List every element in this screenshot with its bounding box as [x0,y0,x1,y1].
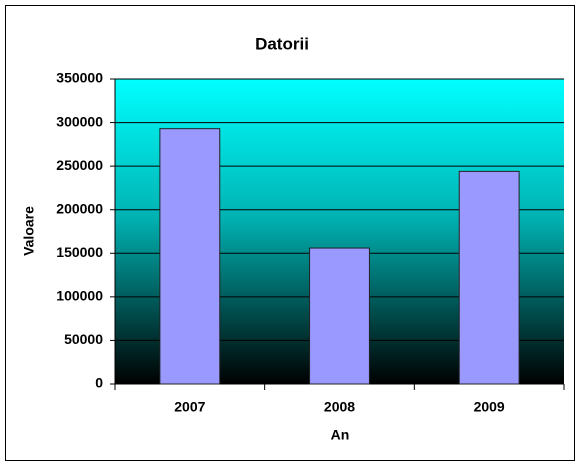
y-tick-label: 100000 [56,288,103,304]
y-tick-label: 300000 [56,113,103,129]
y-tick-label: 200000 [56,200,103,216]
y-tick-label: 0 [95,375,103,391]
bar [309,247,370,385]
y-axis-label: Valoare [21,206,37,256]
x-tick-label: 2008 [324,399,355,415]
x-tick-label: 2007 [174,399,205,415]
bar [159,128,221,385]
x-axis-label: An [331,427,350,443]
y-tick-label: 150000 [56,244,103,260]
y-tick-label: 250000 [56,157,103,173]
y-tick-label: 50000 [64,331,103,347]
chart-title: Datorii [255,34,309,53]
bar [458,170,520,385]
y-tick-label: 350000 [56,70,103,86]
x-tick-label: 2009 [474,399,505,415]
